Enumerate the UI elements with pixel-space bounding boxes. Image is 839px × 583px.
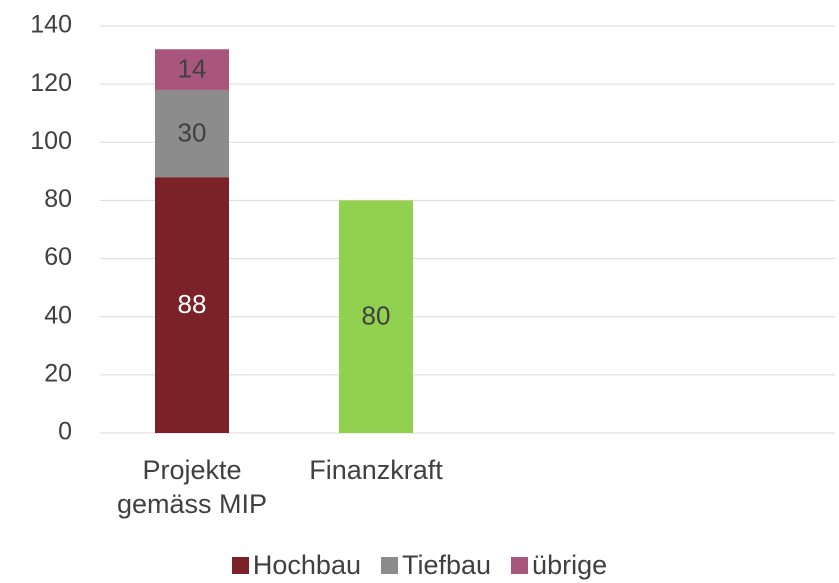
legend-label: Hochbau [252, 550, 361, 580]
bar-segment [155, 89, 229, 178]
data-label: 80 [362, 301, 391, 331]
legend-item: Hochbau [231, 550, 361, 581]
legend-swatch [231, 557, 249, 574]
x-tick-label: Finanzkraft [309, 455, 443, 485]
y-tick-label: 140 [30, 11, 72, 39]
y-tick-label: 120 [30, 69, 72, 97]
y-tick-label: 60 [44, 243, 72, 271]
legend-label: übrige [532, 550, 608, 580]
legend-item: Tiefbau [380, 550, 492, 581]
y-tick-label: 0 [58, 418, 72, 446]
y-tick-label: 20 [44, 359, 72, 387]
data-label: 88 [178, 289, 207, 319]
data-label: 14 [178, 53, 207, 83]
y-tick-label: 80 [44, 185, 72, 213]
x-tick-label: Projekte gemäss MIP [116, 455, 268, 519]
data-label: 30 [178, 117, 207, 147]
legend-swatch [380, 557, 398, 574]
y-tick-label: 40 [44, 301, 72, 329]
bar-segment [339, 200, 413, 433]
legend-label: Tiefbau [401, 550, 492, 580]
legend: Hochbau Tiefbau übrige [0, 550, 839, 581]
y-tick-label: 100 [30, 127, 72, 155]
legend-item: übrige [511, 550, 607, 581]
bar-segment [155, 49, 229, 90]
bar-segment [155, 177, 229, 433]
legend-swatch [511, 557, 529, 574]
